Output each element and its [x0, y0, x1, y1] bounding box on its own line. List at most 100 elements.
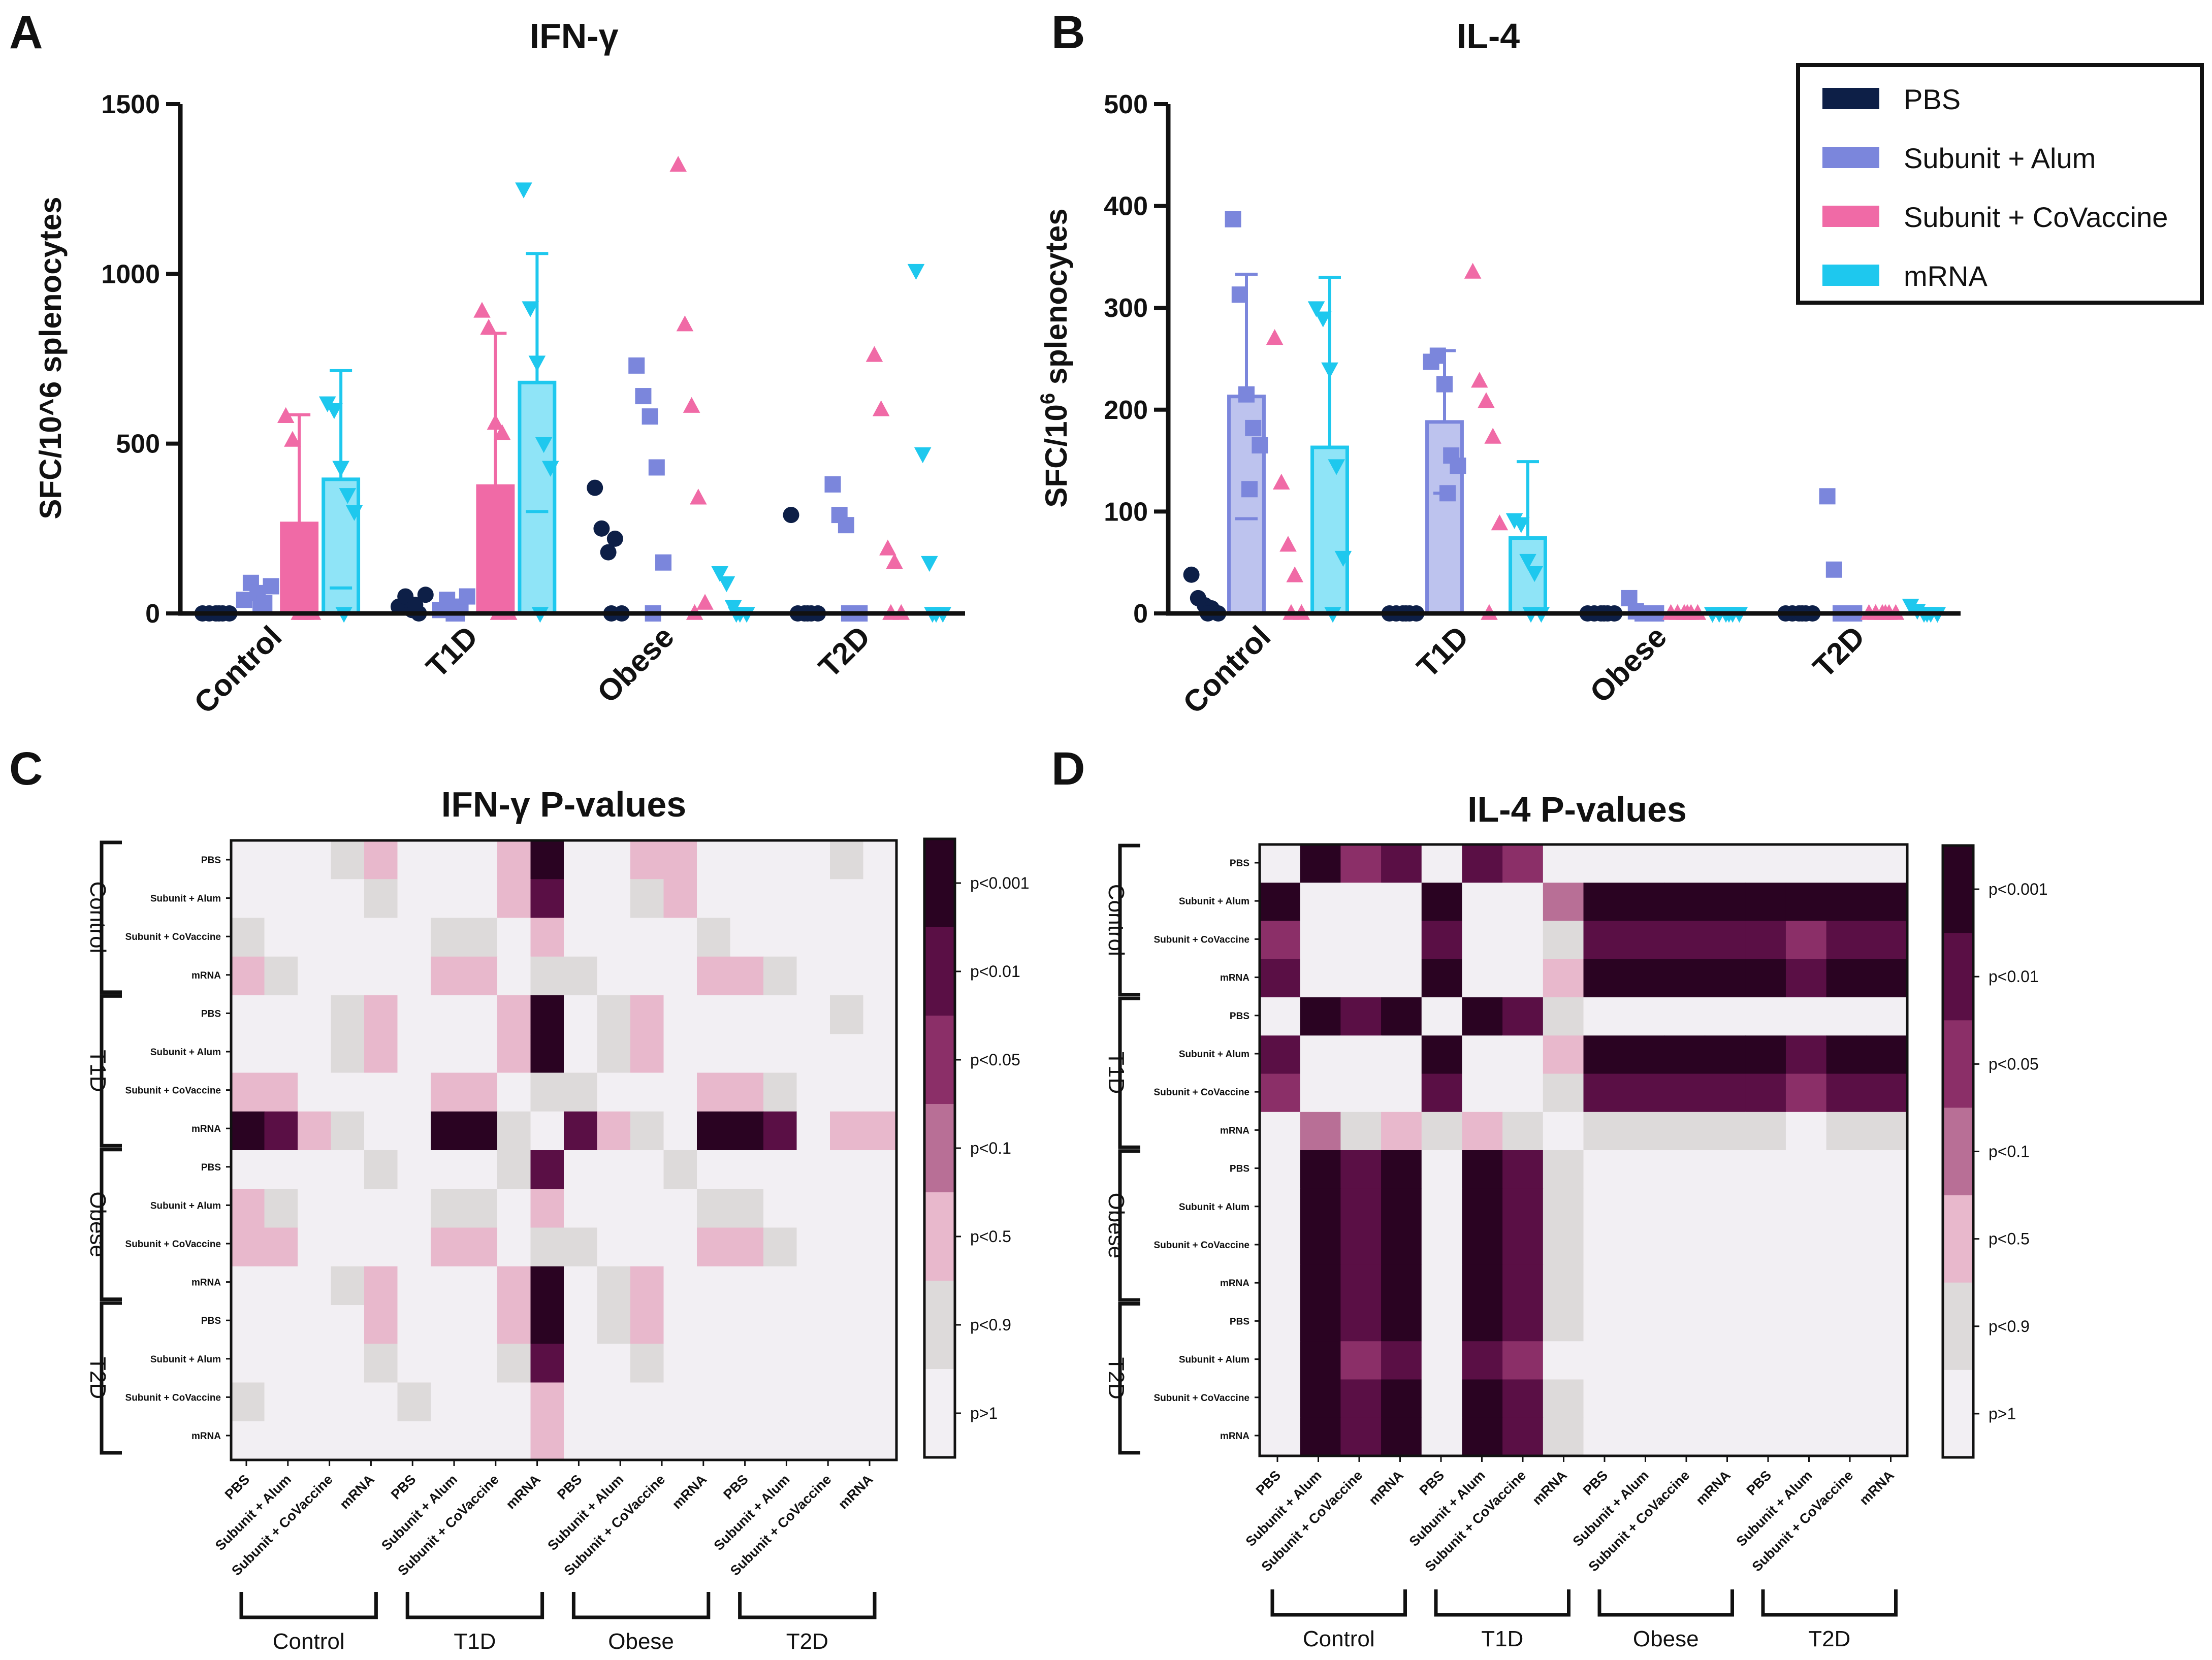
data-point-subunit-alum	[1225, 211, 1241, 227]
data-point-subunit-covaccine	[879, 539, 896, 556]
heatmap-cell	[597, 1305, 631, 1344]
heatmap-cell	[1826, 959, 1867, 998]
heatmap-cell	[1462, 1226, 1503, 1265]
heatmap-cell	[464, 995, 498, 1034]
col-label: mRNA	[1529, 1468, 1570, 1508]
heatmap-cell	[763, 1305, 797, 1344]
heatmap-cell	[763, 1150, 797, 1189]
heatmap-cell	[397, 840, 431, 880]
heatmap-cell	[597, 1266, 631, 1306]
heatmap-cell	[564, 995, 598, 1034]
data-point-subunit-alum	[655, 554, 672, 571]
heatmap-cell	[1583, 1379, 1624, 1418]
heatmap-cell	[1583, 1188, 1624, 1227]
heatmap-cell	[1502, 1379, 1544, 1418]
data-point-subunit-alum	[824, 476, 841, 493]
colorbar-segment	[1943, 933, 1973, 1021]
heatmap-cell	[697, 1382, 731, 1422]
panel-letter-a: A	[9, 7, 43, 58]
col-label: PBS	[720, 1472, 751, 1502]
heatmap-cell	[1260, 921, 1301, 960]
heatmap-cell	[331, 1034, 365, 1073]
colorbar-segment	[1943, 1108, 1973, 1196]
data-point-pbs	[407, 597, 424, 613]
data-point-subunit-alum	[628, 357, 645, 374]
heatmap-cell	[863, 1305, 897, 1344]
heatmap-cell	[730, 1227, 764, 1267]
colorbar-segment	[924, 1016, 955, 1104]
heatmap-cell	[730, 1344, 764, 1383]
heatmap-cell	[1340, 1073, 1382, 1113]
heatmap-cell	[1745, 1379, 1786, 1418]
heatmap-cell	[464, 956, 498, 996]
chart-b-y-axis-label-tail: splenocytes	[1039, 208, 1073, 393]
heatmap-cell	[1664, 844, 1706, 883]
chart-ifn-gamma: IFN-γ SFC/10^6 splenocytes 0 500 1000 1500 C…	[34, 16, 965, 720]
heatmap-cell	[564, 840, 598, 880]
data-point-subunit-covaccine	[277, 407, 295, 423]
data-point-pbs	[417, 587, 434, 603]
data-point-subunit-alum	[459, 588, 475, 605]
heatmap-cell	[397, 1421, 431, 1460]
heatmap-cell	[231, 879, 265, 919]
heatmap-cell	[1624, 1226, 1665, 1265]
row-label: mRNA	[1220, 1431, 1249, 1442]
heatmap-cell	[1300, 1417, 1341, 1456]
heatmap-cell	[231, 918, 265, 957]
heatmap-cell	[597, 1382, 631, 1422]
heatmap-cell	[264, 1111, 298, 1151]
heatmap-cell	[331, 1305, 365, 1344]
heatmap-cell	[1300, 1112, 1341, 1151]
heatmap-cell	[863, 1266, 897, 1306]
heatmap-cell	[331, 1189, 365, 1228]
heatmap-cell	[264, 1034, 298, 1073]
heatmap-cell	[1300, 844, 1341, 883]
heatmap-cell	[1381, 1379, 1422, 1418]
data-point-subunit-alum	[263, 578, 279, 595]
heatmap-cell	[1462, 844, 1503, 883]
data-point-mrna	[1505, 513, 1523, 529]
data-point-mrna	[541, 461, 559, 477]
heatmap-cell	[497, 1305, 531, 1344]
heatmap-cell	[1745, 844, 1786, 883]
heatmap-cell	[796, 1189, 830, 1228]
heatmap-cell	[397, 1189, 431, 1228]
row-label: Subunit + CoVaccine	[125, 1239, 221, 1250]
data-point-subunit-covaccine	[886, 553, 903, 569]
heatmap-cell	[796, 1421, 830, 1460]
heatmap-cell	[497, 1034, 531, 1073]
data-point-subunit-covaccine	[669, 155, 687, 172]
heatmap-cell	[298, 1266, 332, 1306]
heatmap-cell	[1421, 1073, 1463, 1113]
y-tick-label: 500	[116, 430, 160, 459]
col-group-bracket	[738, 1592, 877, 1619]
heatmap-cell	[1867, 1112, 1908, 1151]
heatmap-cell	[1462, 921, 1503, 960]
heatmap-cell	[1705, 1188, 1746, 1227]
heatmap-cell	[830, 956, 864, 996]
heatmap-cell	[1381, 1226, 1422, 1265]
data-point-subunit-covaccine	[1273, 473, 1290, 490]
col-group-label: T1D	[454, 1629, 496, 1654]
col-group-label: Control	[273, 1629, 345, 1654]
heatmap-cell	[564, 1189, 598, 1228]
heatmap-cell	[1543, 959, 1584, 998]
heatmap-cell	[597, 879, 631, 919]
heatmap-cell	[464, 1034, 498, 1073]
heatmap-cell	[763, 1034, 797, 1073]
heatmap-cell	[630, 840, 664, 880]
col-group-label: T2D	[786, 1629, 828, 1654]
heatmap-cell	[1340, 1226, 1382, 1265]
heatmap-cell	[1462, 1303, 1503, 1342]
heatmap-cell	[663, 918, 697, 957]
heatmap-cell	[1260, 1150, 1301, 1189]
colorbar-label: p<0.001	[1989, 880, 2048, 898]
heatmap-cell	[264, 1150, 298, 1189]
heatmap-cell	[1421, 1188, 1463, 1227]
heatmap-cell	[464, 1382, 498, 1422]
row-group-label: T1D	[85, 1050, 110, 1092]
heatmap-cell	[1543, 1417, 1584, 1456]
heatmap-cell	[564, 1227, 598, 1267]
col-label: mRNA	[1693, 1468, 1734, 1508]
